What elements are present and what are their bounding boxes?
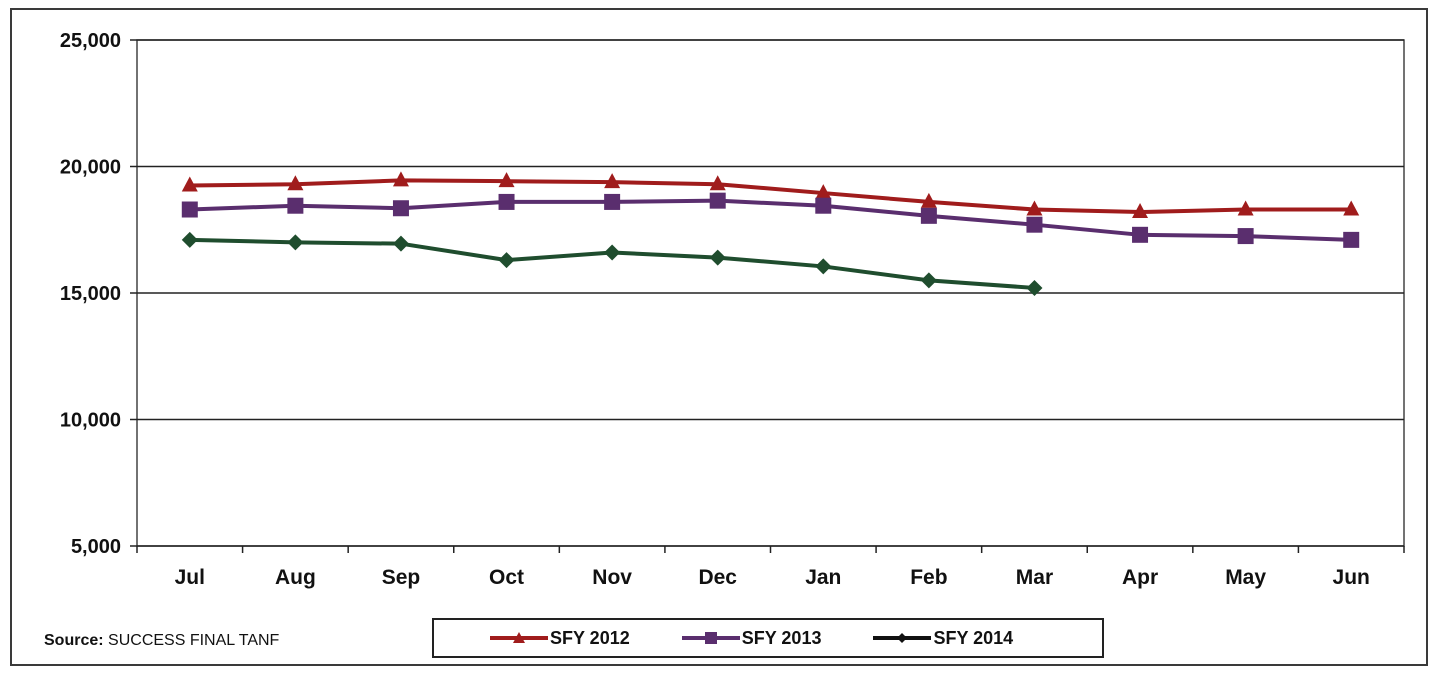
data-point-square <box>920 207 937 224</box>
chart-legend: SFY 2012 SFY 2013 SFY 2014 <box>432 618 1104 658</box>
data-point-square <box>498 193 515 210</box>
data-point-diamond <box>1026 279 1043 296</box>
x-tick-label: Oct <box>489 566 524 589</box>
x-tick-label: Apr <box>1122 566 1158 589</box>
y-tick-label: 15,000 <box>60 283 121 305</box>
data-point-triangle <box>920 192 937 208</box>
x-tick-label: Mar <box>1016 566 1053 589</box>
data-point-square <box>1237 228 1254 245</box>
data-point-diamond <box>604 244 621 261</box>
legend-label-sfy-2013: SFY 2013 <box>741 627 822 648</box>
series-line-1 <box>189 178 1352 215</box>
legend-label-sfy-2012: SFY 2012 <box>550 627 630 648</box>
data-point-square <box>815 197 832 214</box>
data-point-triangle <box>709 175 726 191</box>
data-point-triangle <box>1026 200 1043 216</box>
data-point-triangle <box>1132 203 1149 219</box>
data-point-diamond <box>709 249 726 266</box>
data-point-triangle <box>287 175 304 191</box>
data-point-triangle <box>181 176 198 192</box>
chart-frame <box>10 8 1428 666</box>
data-point-diamond <box>287 234 304 251</box>
x-tick-label: Dec <box>698 566 737 589</box>
data-point-square <box>1343 231 1360 248</box>
data-point-square <box>604 193 621 210</box>
data-point-diamond <box>181 231 198 248</box>
data-point-diamond <box>392 235 409 252</box>
legend-item-sfy-2012: SFY 2012 <box>490 628 630 649</box>
data-point-triangle <box>1237 200 1254 216</box>
x-tick-label: May <box>1225 566 1266 589</box>
y-tick-label: 5,000 <box>71 536 121 558</box>
x-tick-label: Sep <box>382 566 421 589</box>
data-point-diamond <box>920 272 937 289</box>
data-point-triangle <box>1343 200 1360 216</box>
legend-label-sfy-2014: SFY 2014 <box>933 627 1014 648</box>
x-tick-label: Jul <box>175 566 205 589</box>
y-tick-label: 10,000 <box>60 410 121 432</box>
data-point-diamond <box>815 258 832 275</box>
y-tick-label: 25,000 <box>60 30 121 52</box>
data-point-triangle <box>815 184 832 200</box>
x-tick-label: Jan <box>805 566 841 589</box>
legend-swatch-sfy-2012 <box>490 632 548 643</box>
data-point-triangle <box>498 172 515 188</box>
source-text: SUCCESS FINAL TANF <box>108 632 280 649</box>
data-point-triangle <box>392 171 409 187</box>
x-tick-label: Aug <box>275 566 316 589</box>
x-tick-label: Jun <box>1333 566 1370 589</box>
x-tick-label: Nov <box>592 566 632 589</box>
data-point-square <box>392 200 409 217</box>
source-note: Source: SUCCESS FINAL TANF <box>44 632 279 650</box>
legend-swatch-sfy-2013 <box>681 632 740 644</box>
legend-swatch-sfy-2014 <box>873 633 932 643</box>
series-line-2 <box>189 198 1352 242</box>
data-point-diamond <box>498 252 515 269</box>
data-point-square <box>287 197 304 214</box>
legend-item-sfy-2013: SFY 2013 <box>681 627 822 649</box>
data-point-square <box>181 201 198 218</box>
y-tick-label: 20,000 <box>60 157 121 179</box>
x-tick-label: Feb <box>910 566 947 589</box>
source-label: Source: <box>44 632 104 649</box>
data-point-square <box>709 192 726 209</box>
data-point-triangle <box>604 173 621 189</box>
data-point-square <box>1132 226 1149 243</box>
data-point-square <box>1026 216 1043 233</box>
legend-item-sfy-2014: SFY 2014 <box>873 628 1013 649</box>
